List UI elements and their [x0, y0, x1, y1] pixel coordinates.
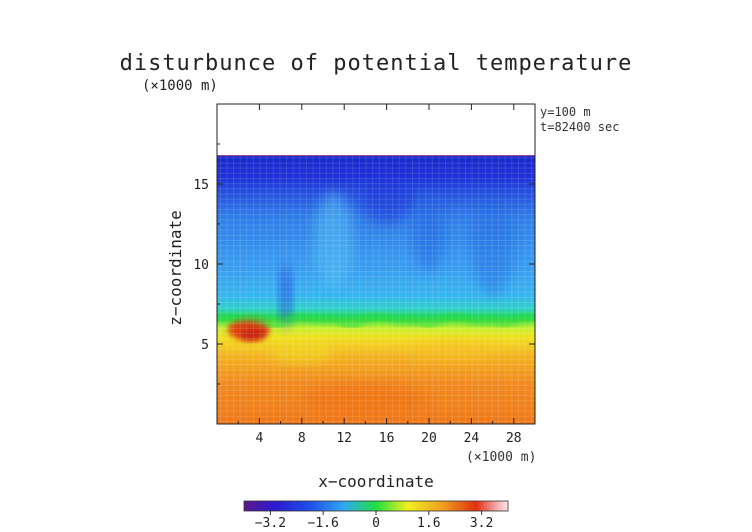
- x-tick-label-8: 8: [298, 431, 306, 446]
- annotation-t: t=82400 sec: [540, 120, 619, 134]
- z-axis-ticks: 5 10 15: [193, 143, 535, 385]
- x-axis-ticks: 4 8 12 16 20 24 28: [237, 104, 522, 446]
- chart-title: disturbunce of potential temperature: [120, 51, 633, 76]
- x-axis-unit: (×1000 m): [466, 450, 536, 465]
- x-tick-label-16: 16: [379, 431, 395, 446]
- warm-band-2: [407, 339, 493, 362]
- colorbar-tick-label-1: −1.6: [308, 516, 339, 531]
- x-tick-label-4: 4: [255, 431, 263, 446]
- colorbar-tick-label-4: 3.2: [470, 516, 493, 531]
- plume: [279, 264, 293, 328]
- x-tick-label-24: 24: [464, 431, 480, 446]
- colorbar-tick-label-0: −3.2: [255, 516, 286, 531]
- warm-band-1: [270, 344, 334, 364]
- eddy-2: [360, 176, 414, 224]
- z-tick-label-5: 5: [201, 338, 209, 353]
- warm-band-3: [301, 382, 429, 415]
- z-axis-label: z−coordinate: [166, 210, 185, 326]
- x-tick-label-12: 12: [336, 431, 352, 446]
- inversion-layer: [217, 311, 535, 329]
- eddy-1: [314, 192, 353, 288]
- eddy-3: [413, 192, 445, 272]
- z-axis-unit: (×1000 m): [142, 78, 218, 94]
- eddy-4: [471, 200, 514, 296]
- x-tick-label-28: 28: [506, 431, 522, 446]
- x-tick-label-20: 20: [421, 431, 437, 446]
- colorbar: [243, 500, 509, 512]
- warm-anomaly-core: [240, 328, 266, 341]
- z-tick-label-10: 10: [193, 258, 209, 273]
- field-image: [217, 155, 535, 424]
- x-axis-label: x−coordinate: [318, 472, 434, 491]
- colorbar-tick-label-3: 1.6: [417, 516, 440, 531]
- colorbar-tick-label-2: 0: [372, 516, 380, 531]
- z-tick-label-15: 15: [193, 178, 209, 193]
- annotation-y: y=100 m: [540, 105, 591, 119]
- colorbar-ticks: −3.2 −1.6 0 1.6 3.2: [255, 511, 493, 531]
